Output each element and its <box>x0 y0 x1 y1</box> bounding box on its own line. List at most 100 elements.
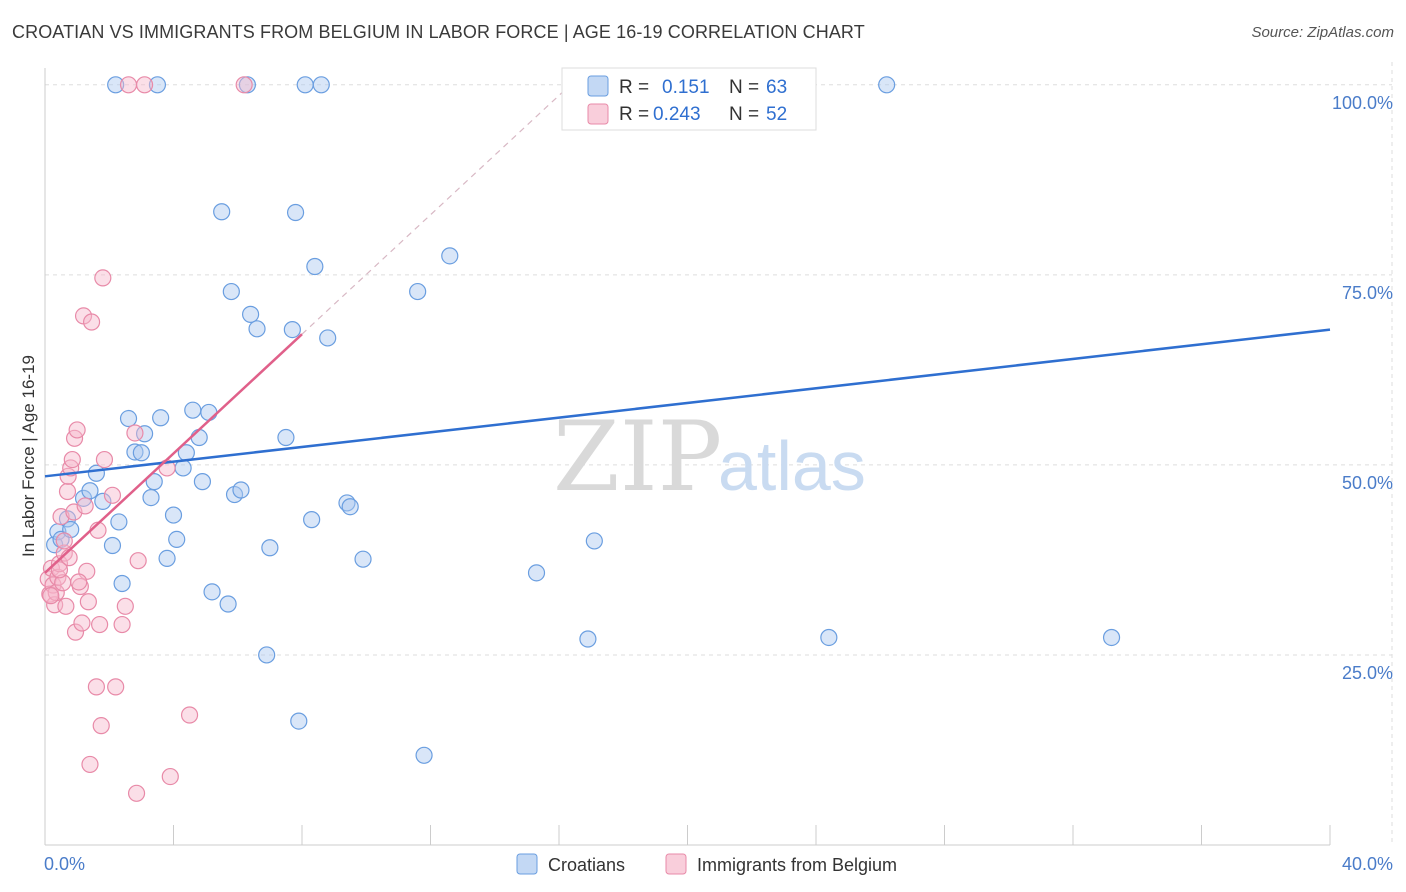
point-belgium <box>103 486 122 504</box>
point-croatians <box>1102 628 1121 647</box>
point-belgium <box>116 597 134 615</box>
point-belgium <box>68 421 86 439</box>
point-belgium <box>235 76 253 94</box>
point-belgium <box>126 424 144 442</box>
point-croatians <box>409 282 427 301</box>
point-croatians <box>878 76 896 94</box>
y-tick-labels: 25.0% 50.0% 75.0% 100.0% <box>1332 93 1393 683</box>
point-belgium <box>47 584 65 602</box>
point-croatians <box>579 630 597 648</box>
point-croatians <box>132 444 150 462</box>
point-belgium <box>50 561 69 579</box>
watermark: ZIP atlas <box>553 401 866 513</box>
point-belgium <box>79 593 97 611</box>
point-belgium <box>70 573 88 591</box>
legend-n-value: 63 <box>766 77 787 98</box>
source-label: Source: ZipAtlas.com <box>1251 24 1394 41</box>
trend-extension-belgium <box>301 84 571 335</box>
point-belgium <box>95 450 114 469</box>
point-croatians <box>135 425 154 443</box>
point-croatians <box>242 305 260 323</box>
point-croatians <box>148 76 167 94</box>
point-belgium <box>73 614 91 632</box>
bottom-legend-swatch-belgium <box>665 853 687 875</box>
point-croatians <box>168 530 186 549</box>
point-croatians <box>222 282 240 301</box>
point-belgium <box>76 497 94 515</box>
legend-n-label: N = <box>729 104 759 125</box>
watermark-atlas: atlas <box>718 427 866 505</box>
point-belgium <box>81 755 99 774</box>
point-croatians <box>527 564 546 582</box>
point-croatians <box>286 203 305 222</box>
point-croatians <box>820 628 838 647</box>
point-croatians <box>248 320 266 338</box>
point-belgium <box>57 597 75 615</box>
point-croatians <box>232 481 250 499</box>
legend-r-value: 0.243 <box>653 104 701 125</box>
point-croatians <box>290 712 308 730</box>
point-croatians <box>152 409 170 427</box>
point-croatians <box>142 488 160 507</box>
point-croatians <box>306 257 324 276</box>
point-belgium <box>113 615 131 634</box>
x-tick-labels: 0.0% 40.0% <box>44 854 1393 874</box>
point-croatians <box>258 646 276 664</box>
point-croatians <box>341 498 359 516</box>
point-belgium <box>63 450 81 469</box>
grid-lines <box>45 62 1393 845</box>
trend-line-belgium <box>44 333 303 574</box>
trend-lines <box>44 84 1331 574</box>
point-croatians <box>296 76 314 94</box>
point-croatians <box>585 532 603 550</box>
point-croatians <box>107 76 125 94</box>
legend-n-value: 52 <box>766 104 787 125</box>
legend-n-label: N = <box>729 77 759 98</box>
y-tick-label: 50.0% <box>1342 473 1393 493</box>
point-belgium <box>50 555 69 573</box>
legend-r-label: R = <box>619 77 649 98</box>
point-belgium <box>180 706 199 724</box>
point-belgium <box>129 552 147 570</box>
point-belgium <box>92 717 110 735</box>
chart-title: CROATIAN VS IMMIGRANTS FROM BELGIUM IN L… <box>12 22 865 42</box>
x-tick-label: 0.0% <box>44 854 85 874</box>
point-croatians <box>193 473 212 491</box>
point-croatians <box>145 473 163 491</box>
point-belgium <box>94 269 112 287</box>
point-croatians <box>110 513 128 531</box>
point-croatians <box>184 401 202 419</box>
point-croatians <box>261 539 279 557</box>
trend-line-croatians <box>44 328 1331 478</box>
legend-r-label: R = <box>619 104 649 125</box>
point-croatians <box>312 76 330 94</box>
point-croatians <box>319 329 337 347</box>
point-croatians <box>200 403 218 422</box>
point-croatians <box>277 428 295 447</box>
legend-swatch-pink <box>587 103 609 125</box>
point-belgium <box>42 587 60 605</box>
point-belgium <box>91 615 109 634</box>
point-croatians <box>113 574 131 593</box>
point-croatians <box>283 320 301 339</box>
legend-r-value: 0.151 <box>662 77 710 98</box>
axes <box>44 68 1331 846</box>
point-belgium <box>135 76 154 94</box>
point-belgium <box>107 678 125 696</box>
point-croatians <box>164 506 183 524</box>
point-croatians <box>203 583 221 601</box>
point-belgium <box>82 313 101 331</box>
point-belgium <box>66 623 85 641</box>
bottom-legend-label-croatians: Croatians <box>548 855 625 875</box>
point-croatians <box>441 247 459 265</box>
bottom-legend-swatch-croatians <box>516 853 538 875</box>
point-croatians <box>354 550 372 568</box>
point-croatians <box>158 549 176 568</box>
bottom-legend-label-belgium: Immigrants from Belgium <box>697 855 897 875</box>
y-tick-label: 75.0% <box>1342 283 1393 303</box>
legend: R = 0.151 N = 63 R = 0.243 N = 52 <box>561 67 817 131</box>
point-croatians <box>213 203 231 221</box>
point-belgium <box>52 507 70 526</box>
point-belgium <box>58 482 77 501</box>
